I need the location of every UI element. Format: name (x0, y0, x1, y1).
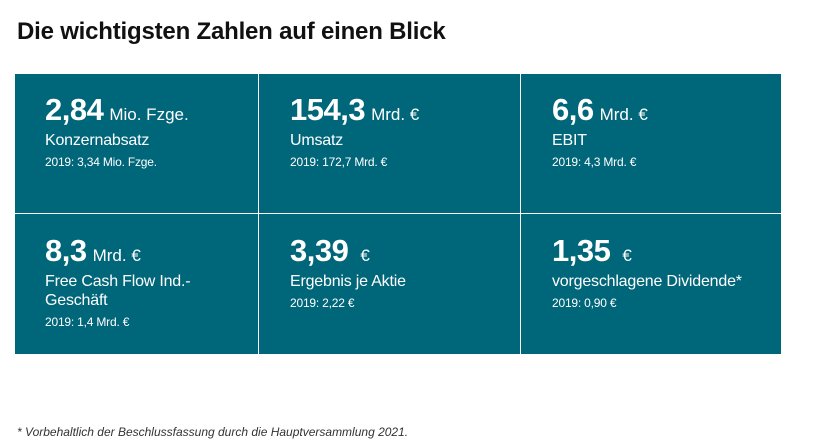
tile-previous-year: 2019: 1,4 Mrd. € (45, 315, 130, 329)
value-line: 8,3 Mrd. € (45, 232, 258, 270)
value-line: 2,84 Mio. Fzge. (45, 91, 258, 129)
tile-previous-year: 2019: 172,7 Mrd. € (290, 155, 388, 169)
tile-label: Konzernabsatz (45, 132, 150, 149)
tile-value: 8,3 (45, 233, 87, 268)
tile-value: 1,35 (552, 233, 611, 268)
tile-unit: Mrd. € (371, 105, 420, 124)
tile-dividende: 1,35 € vorgeschlagene Dividende* 2019: 0,… (521, 214, 781, 354)
footnote: * Vorbehaltlich der Beschlussfassung dur… (17, 425, 409, 439)
tile-previous-year: 2019: 3,34 Mio. Fzge. (45, 155, 157, 169)
tile-previous-year: 2019: 0,90 € (552, 296, 617, 310)
tile-ebit: 6,6 Mrd. € EBIT 2019: 4,3 Mrd. € (521, 74, 781, 213)
tile-free-cash-flow: 8,3 Mrd. € Free Cash Flow Ind.- Geschäft … (15, 214, 258, 354)
tile-label: Umsatz (290, 132, 344, 149)
tile-ergebnis-je-aktie: 3,39 € Ergebnis je Aktie 2019: 2,22 € (259, 214, 520, 354)
tile-previous-year: 2019: 2,22 € (290, 296, 355, 310)
tile-label: Free Cash Flow Ind.- Geschäft (45, 273, 191, 309)
tile-umsatz: 154,3 Mrd. € Umsatz 2019: 172,7 Mrd. € (259, 74, 520, 213)
tile-unit: € (360, 246, 370, 265)
tile-label: Ergebnis je Aktie (290, 273, 406, 290)
tile-value: 3,39 (290, 233, 349, 268)
tile-label: EBIT (552, 132, 587, 149)
tile-unit: Mrd. € (599, 105, 648, 124)
tile-previous-year: 2019: 4,3 Mrd. € (552, 155, 637, 169)
tile-unit: Mio. Fzge. (109, 105, 189, 124)
page-title: Die wichtigsten Zahlen auf einen Blick (17, 18, 446, 45)
tile-unit: Mrd. € (92, 246, 141, 265)
key-figures-grid: 2,84 Mio. Fzge. Konzernabsatz 2019: 3,34 … (15, 74, 781, 354)
value-line: 1,35 € (552, 232, 781, 270)
tile-konzernabsatz: 2,84 Mio. Fzge. Konzernabsatz 2019: 3,34 … (15, 74, 258, 213)
tile-unit: € (622, 246, 632, 265)
tile-value: 6,6 (552, 92, 594, 127)
value-line: 3,39 € (290, 232, 520, 270)
value-line: 6,6 Mrd. € (552, 91, 781, 129)
tile-value: 2,84 (45, 92, 104, 127)
value-line: 154,3 Mrd. € (290, 91, 520, 129)
tile-value: 154,3 (290, 92, 366, 127)
tile-label: vorgeschlagene Dividende* (552, 273, 742, 290)
